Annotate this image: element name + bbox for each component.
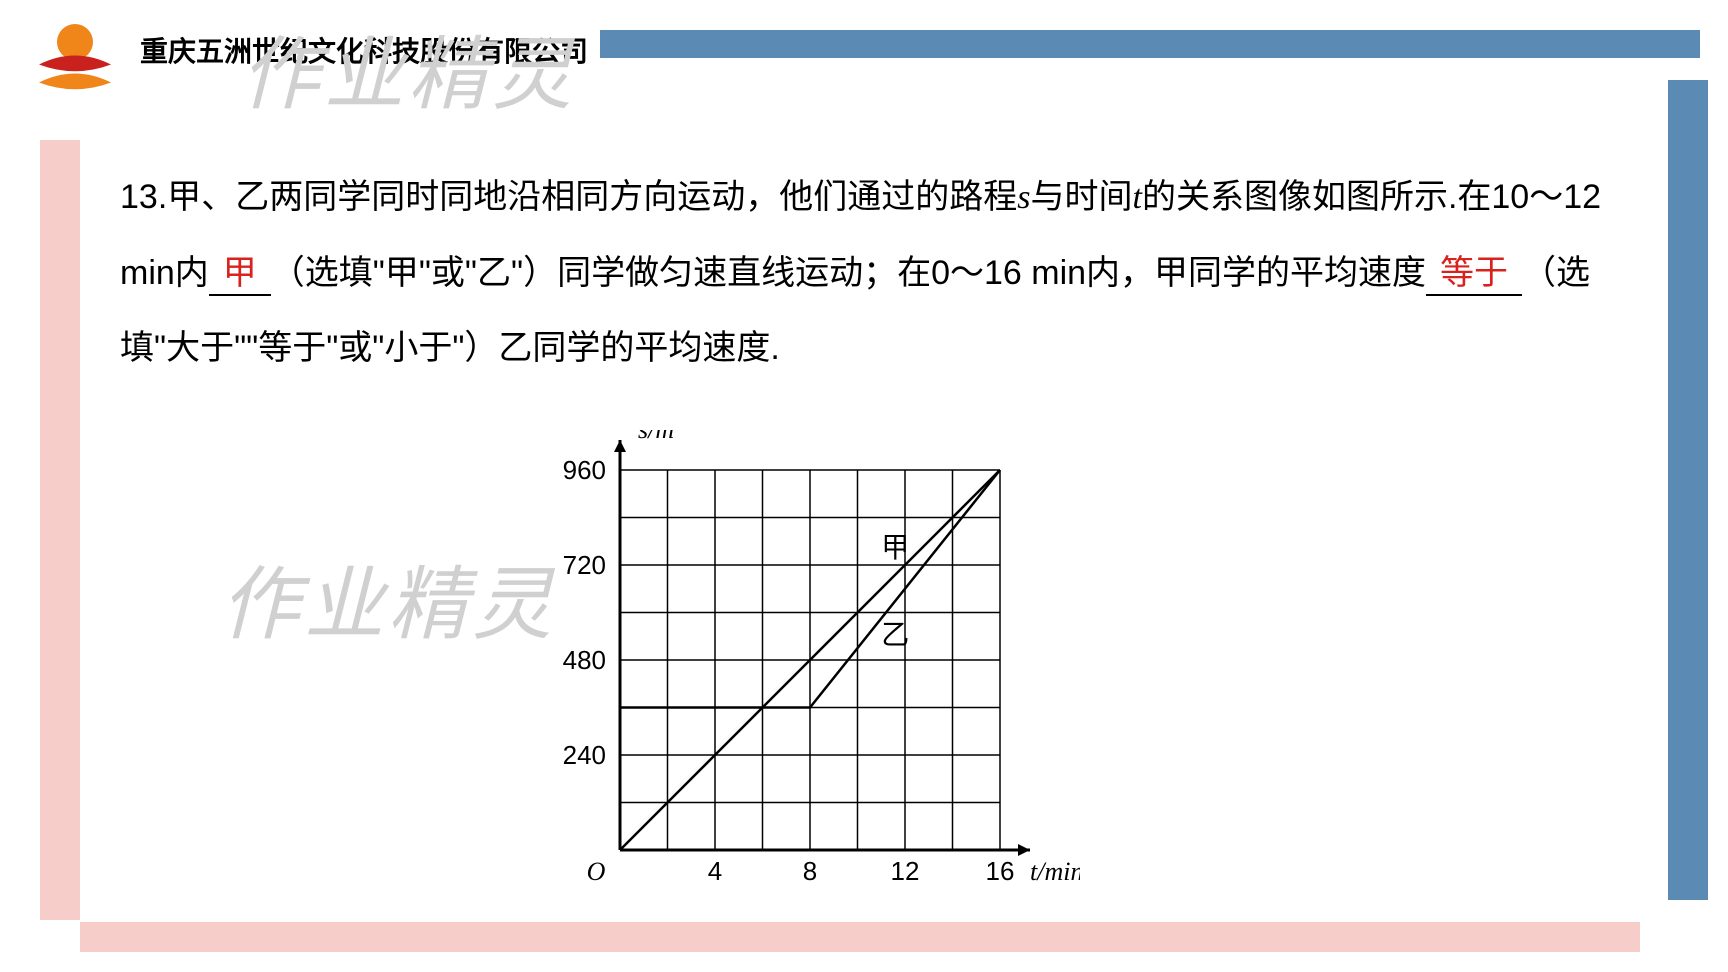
svg-text:乙: 乙 xyxy=(881,619,909,650)
right-decor-bar xyxy=(1668,80,1708,900)
question-number: 13. xyxy=(120,178,167,216)
top-decor-bar xyxy=(600,30,1700,58)
var-s: s xyxy=(1017,179,1030,216)
q-part1: 甲、乙两同学同时同地沿相同方向运动，他们通过的路程 xyxy=(167,178,1017,216)
company-name-text: 重庆五洲世纪文化科技股份有限公司 xyxy=(140,36,588,67)
company-logo-icon xyxy=(30,15,120,105)
svg-text:16: 16 xyxy=(986,856,1015,886)
st-chart: 4 8 12 16 240 480 720 960 Os/m t/min 甲乙 xyxy=(520,430,1080,910)
bottom-decor-bar xyxy=(80,922,1640,952)
svg-text:4: 4 xyxy=(708,856,722,886)
svg-text:t/min: t/min xyxy=(1030,857,1080,886)
company-name: 重庆五洲世纪文化科技股份有限公司 xyxy=(140,30,588,70)
answer-blank-2: 等于 xyxy=(1426,254,1522,296)
chart-svg: 4 8 12 16 240 480 720 960 Os/m t/min 甲乙 xyxy=(520,430,1080,910)
q-part2: 与时间 xyxy=(1031,178,1133,216)
q-part4: （选填"甲"或"乙"）同学做匀速直线运动；在0～16 min内，甲同学的平均速度 xyxy=(271,254,1426,292)
svg-text:960: 960 xyxy=(563,455,606,485)
svg-text:8: 8 xyxy=(803,856,817,886)
left-decor-bar xyxy=(40,140,80,920)
question-text: 13.甲、乙两同学同时同地沿相同方向运动，他们通过的路程s与时间t的关系图像如图… xyxy=(120,160,1620,385)
svg-text:480: 480 xyxy=(563,645,606,675)
var-t: t xyxy=(1133,179,1142,216)
svg-text:240: 240 xyxy=(563,740,606,770)
svg-text:720: 720 xyxy=(563,550,606,580)
svg-text:s/m: s/m xyxy=(638,430,674,444)
watermark-mid: 作业精灵 xyxy=(220,540,556,656)
answer-blank-1: 甲 xyxy=(209,254,271,296)
svg-text:O: O xyxy=(587,857,606,886)
svg-text:甲: 甲 xyxy=(881,532,909,563)
svg-text:12: 12 xyxy=(891,856,920,886)
